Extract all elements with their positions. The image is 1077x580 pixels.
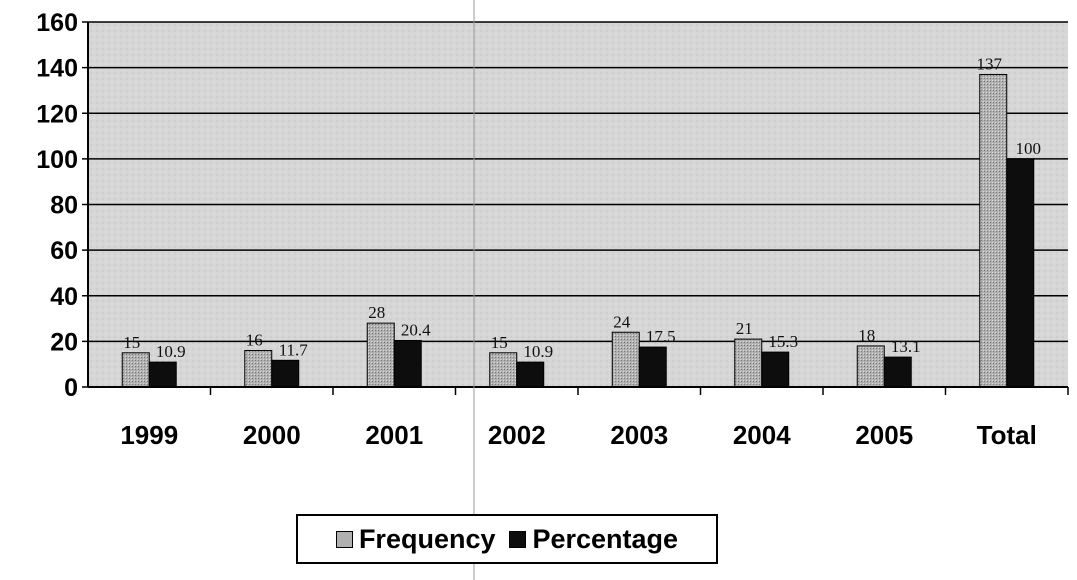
bar-frequency-2001 (366, 322, 395, 388)
legend-label-percentage: Percentage (532, 523, 679, 554)
y-tick-label: 120 (36, 100, 78, 128)
y-tick-label: 80 (50, 192, 78, 220)
data-labels: 15 10.9 16 11.7 28 20.4 15 10.9 24 17.5 21 15.3 18 13… (123, 54, 1041, 361)
data-label: 20.4 (401, 320, 431, 339)
data-label: 13.1 (891, 337, 921, 356)
bar-percentage-total (1006, 158, 1035, 388)
data-label: 10.9 (523, 342, 553, 361)
x-tick-label: 2001 (365, 420, 423, 450)
x-tick-label: 2004 (733, 420, 791, 450)
y-axis-ticks: 0 20 40 60 80 100 120 140 160 (36, 9, 88, 402)
x-tick-label: 2005 (855, 420, 913, 450)
data-label: 21 (736, 319, 753, 338)
bar-percentage-2005 (883, 356, 912, 388)
y-tick-label: 40 (50, 283, 78, 311)
bar-frequency-2003 (611, 331, 640, 388)
legend-swatch-frequency (335, 530, 353, 548)
x-tick-label: 2003 (610, 420, 668, 450)
bar-percentage-1999 (148, 361, 177, 388)
legend-label-frequency: Frequency (358, 523, 496, 554)
data-label: 15 (491, 333, 508, 352)
x-tick-label: Total (977, 420, 1037, 450)
bar-percentage-2000 (271, 359, 300, 388)
gridlines (88, 21, 1068, 343)
data-label: 137 (977, 54, 1003, 73)
bar-frequency-2005 (856, 345, 885, 388)
data-label: 28 (368, 303, 385, 322)
data-label: 15 (123, 333, 140, 352)
data-label: 18 (858, 326, 875, 345)
legend: Frequency Percentage (296, 514, 718, 564)
data-label: 24 (613, 312, 631, 331)
data-label: 15.3 (768, 332, 798, 351)
x-tick-label: 1999 (120, 420, 178, 450)
bar-percentage-2001 (393, 339, 422, 388)
bar-percentage-2003 (638, 346, 667, 388)
data-label: 10.9 (156, 342, 186, 361)
bar-frequency-total (979, 73, 1008, 388)
bar-frequency-2000 (244, 350, 273, 388)
bar-percentage-2002 (516, 361, 545, 388)
y-tick-label: 60 (50, 237, 78, 265)
data-label: 16 (246, 331, 263, 350)
bar-frequency-2002 (489, 352, 518, 388)
data-label: 11.7 (279, 340, 309, 359)
data-label: 100 (1016, 139, 1042, 158)
y-tick-label: 20 (50, 328, 78, 356)
bar-frequency-2004 (734, 338, 763, 388)
y-tick-label: 100 (36, 146, 78, 174)
legend-swatch-percentage (509, 530, 527, 548)
x-tick-label: 2002 (488, 420, 546, 450)
x-tick-label: 2000 (243, 420, 301, 450)
legend-item-frequency: Frequency (335, 523, 496, 555)
data-label: 17.5 (646, 327, 676, 346)
bar-percentage-2004 (761, 351, 790, 388)
legend-item-percentage: Percentage (509, 524, 678, 555)
bar-frequency-1999 (121, 352, 150, 388)
x-axis-ticks: 1999 2000 2001 2002 2003 2004 2005 Total (120, 387, 1069, 450)
y-tick-label: 160 (36, 9, 78, 37)
bars (121, 73, 1035, 388)
y-tick-label: 140 (36, 55, 78, 83)
y-tick-label: 0 (64, 374, 78, 402)
